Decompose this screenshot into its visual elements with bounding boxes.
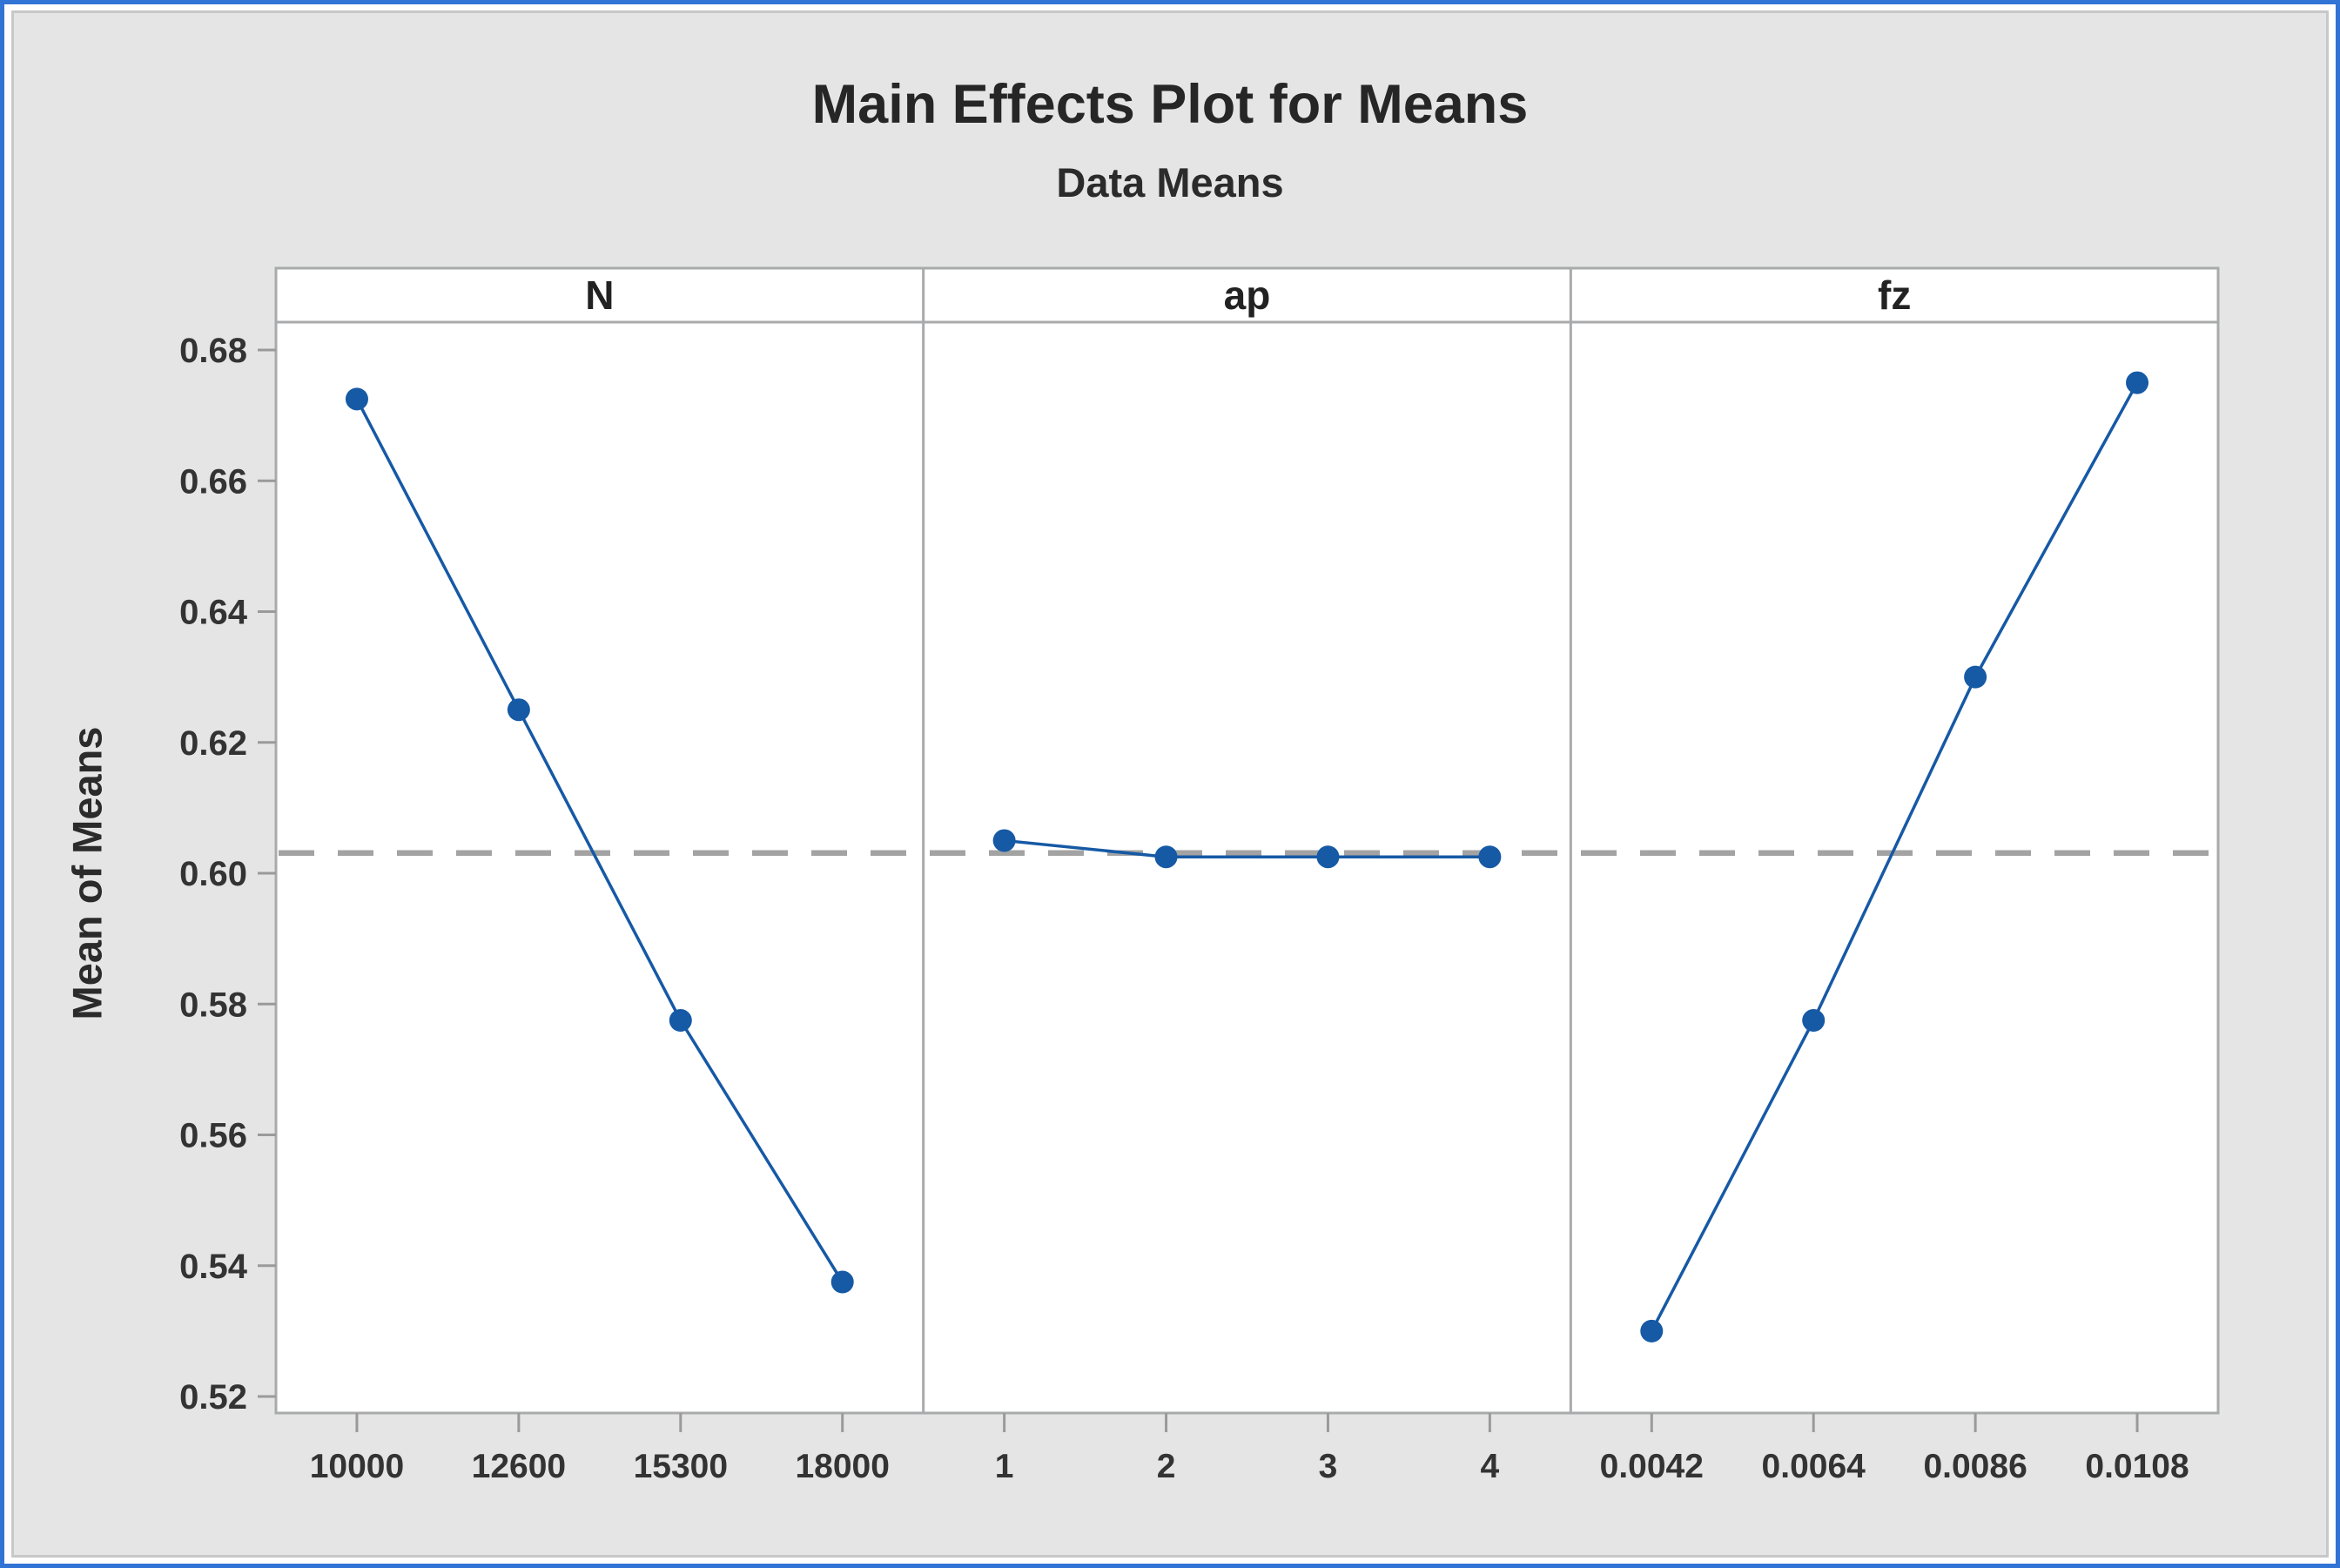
y-tick-label: 0.56 [179, 1117, 247, 1155]
y-tick-label: 0.58 [179, 986, 247, 1024]
data-point [1316, 845, 1340, 869]
y-tick-label: 0.60 [179, 855, 247, 893]
series-line [1650, 381, 2139, 1332]
y-tick-label: 0.54 [179, 1248, 248, 1286]
y-tick-label: 0.52 [179, 1378, 247, 1417]
data-point [1640, 1319, 1664, 1343]
data-point [1478, 845, 1502, 869]
panel-label: ap [1224, 273, 1271, 318]
x-tick-label: 12600 [472, 1448, 566, 1485]
plot-region [274, 266, 2220, 1415]
x-tick-label: 0.0108 [2085, 1448, 2189, 1485]
series-line [1004, 838, 1490, 858]
data-point [1154, 845, 1178, 869]
y-tick-label: 0.62 [179, 724, 247, 763]
series-line [355, 398, 844, 1283]
data-point [830, 1270, 854, 1294]
y-tick-label: 0.68 [179, 332, 247, 370]
data-point [2126, 371, 2149, 394]
x-tick-label: 10000 [310, 1448, 404, 1485]
panel-label: N [585, 273, 614, 318]
y-tick-label: 0.64 [179, 594, 248, 632]
x-tick-label: 0.0064 [1762, 1448, 1866, 1485]
panel-label: fz [1878, 273, 1911, 318]
y-axis-title: Mean of Means [64, 726, 111, 1020]
data-point [992, 829, 1016, 852]
x-tick-label: 15300 [634, 1448, 728, 1485]
x-tick-label: 0.0086 [1923, 1448, 2027, 1485]
chart-title: Main Effects Plot for Means [811, 74, 1529, 135]
x-tick-label: 0.0042 [1600, 1448, 1704, 1485]
data-point [507, 698, 530, 722]
x-tick-label: 3 [1319, 1448, 1338, 1485]
x-tick-label: 18000 [795, 1448, 889, 1485]
x-tick-label: 4 [1481, 1448, 1500, 1485]
chart-subtitle: Data Means [1056, 159, 1284, 205]
data-point [345, 387, 368, 411]
y-tick-label: 0.66 [179, 462, 247, 501]
x-tick-label: 1 [995, 1448, 1014, 1485]
data-point [1802, 1009, 1826, 1033]
data-point [669, 1009, 692, 1033]
data-point [1964, 665, 1987, 689]
x-tick-label: 2 [1157, 1448, 1176, 1485]
